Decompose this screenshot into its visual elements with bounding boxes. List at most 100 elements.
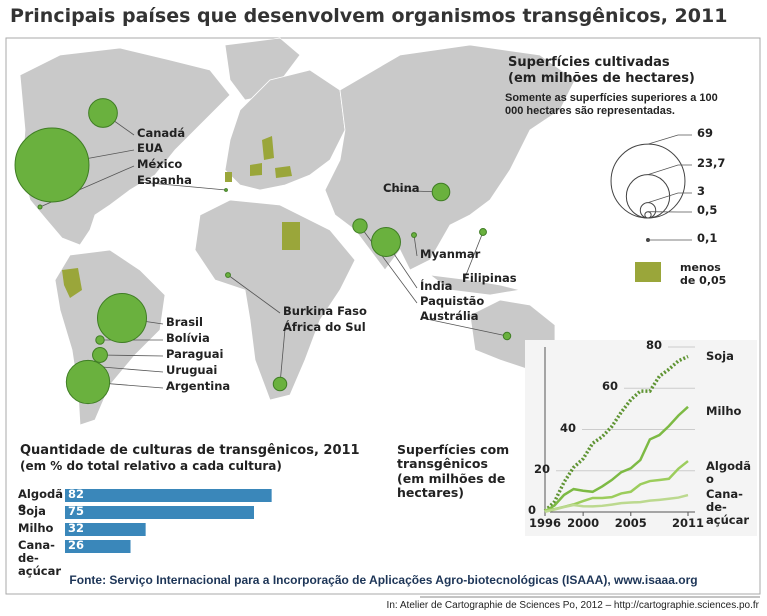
bubble [479, 228, 487, 236]
europe [224, 69, 346, 191]
legend-leader [647, 192, 692, 203]
indonesia [428, 274, 521, 296]
bar-category-label: Milho [18, 521, 54, 535]
bubble [411, 232, 417, 238]
legend-subtitle: (em milhões de hectares) [508, 71, 695, 86]
bubble [371, 227, 401, 257]
leader-line [463, 231, 484, 281]
small-area [282, 222, 300, 250]
country-label: Brasil [166, 315, 203, 329]
bar-category-label: Soja [18, 504, 46, 518]
bubble [65, 359, 111, 405]
leader-line [413, 234, 418, 257]
leader-line [138, 181, 227, 191]
country-label: Espanha [137, 173, 192, 187]
legend-circle [610, 143, 686, 219]
small-area [250, 163, 262, 176]
bar [65, 506, 254, 519]
bubble [14, 127, 90, 203]
small-area [62, 268, 82, 298]
legend-title: Superfícies cultivadas [508, 55, 670, 70]
frame [5, 37, 761, 595]
x-tick-label: 2011 [672, 516, 705, 530]
bar [65, 489, 272, 502]
small-area [225, 172, 232, 182]
y-tick-label: 0 [528, 503, 537, 517]
legend-circle [639, 202, 657, 219]
leader-line [227, 274, 281, 314]
y-tick-label: 60 [602, 379, 619, 394]
bubble [272, 376, 288, 392]
legend-leader [647, 134, 692, 145]
country-label: Burkina Faso [283, 304, 367, 318]
bar [65, 523, 146, 536]
bar [65, 540, 131, 553]
bar-title: Quantidade de culturas de transgênicos, … [20, 443, 360, 458]
series-line [544, 405, 689, 513]
legend-circle [644, 211, 652, 219]
bubble [225, 272, 231, 278]
country-label: México [137, 157, 183, 171]
bubble [431, 182, 451, 202]
country-label: Filipinas [462, 271, 517, 285]
leader-line [99, 354, 164, 357]
y-tick-label: 80 [646, 338, 663, 352]
country-label: Paraguai [166, 347, 224, 361]
source: Fonte: Serviço Internacional para a Inco… [69, 573, 698, 587]
line-chart-panel [525, 340, 757, 536]
small-areas [62, 136, 300, 298]
legend-size-label: 23,7 [697, 156, 726, 170]
legend-size-label: 69 [697, 126, 714, 140]
bubble [502, 331, 512, 341]
country-label: Myanmar [420, 247, 481, 261]
country-label: Argentina [166, 379, 231, 393]
country-label: Austrália [420, 309, 479, 323]
legend-size-label: 3 [697, 184, 706, 198]
leader-line [359, 225, 418, 304]
credit: In: Atelier de Cartographie de Sciences … [386, 600, 759, 611]
bubble [37, 204, 43, 210]
bar-value-label: 32 [68, 521, 85, 535]
x-tick-label: 2005 [614, 516, 647, 530]
series-line [544, 493, 689, 514]
y-tick-label: 20 [534, 461, 551, 476]
bubble [95, 335, 105, 345]
bubble [88, 98, 118, 128]
bubble [224, 188, 228, 192]
africa [194, 199, 356, 401]
country-label: África do Sul [283, 320, 366, 334]
line-title: Superfícies com transgênicos (em milhões… [397, 442, 510, 501]
country-label: Canadá [137, 126, 186, 140]
leader-line [279, 328, 286, 385]
series-label: Milho [706, 404, 742, 418]
title: Principais países que desenvolvem organi… [10, 5, 728, 27]
country-label: Paquistão [420, 294, 485, 308]
asia [324, 44, 576, 271]
bar-category-label: Cana-de-açúcar [18, 538, 62, 579]
legend-size-label: 0,5 [697, 203, 718, 217]
x-tick-label: 1996 [529, 516, 562, 530]
small-area [262, 136, 274, 160]
bar-category-label: Algodão [18, 487, 63, 515]
legend-leader [647, 164, 692, 176]
series-label: Cana-de-açúcar [706, 487, 750, 528]
x-tick-label: 2000 [567, 516, 600, 530]
legend-small-swatch [635, 262, 661, 282]
bubble [352, 218, 368, 234]
bar-subtitle: (em % do total relativo a cada cultura) [20, 459, 282, 473]
small-area [275, 166, 292, 178]
country-label: Bolívia [166, 331, 210, 345]
bar-value-label: 82 [68, 487, 85, 501]
y-tick-label: 40 [560, 420, 577, 435]
legend-note: Somente as superfícies superiores a 100 … [505, 92, 718, 117]
bar-value-label: 75 [68, 504, 85, 518]
country-label: Índia [420, 279, 453, 293]
bubble [97, 293, 147, 343]
bubble [92, 347, 108, 363]
legend-small-label: menos de 0,05 [680, 261, 727, 287]
series-label: Algodão [706, 459, 751, 487]
bar-value-label: 26 [68, 538, 85, 552]
series-line [543, 354, 689, 513]
